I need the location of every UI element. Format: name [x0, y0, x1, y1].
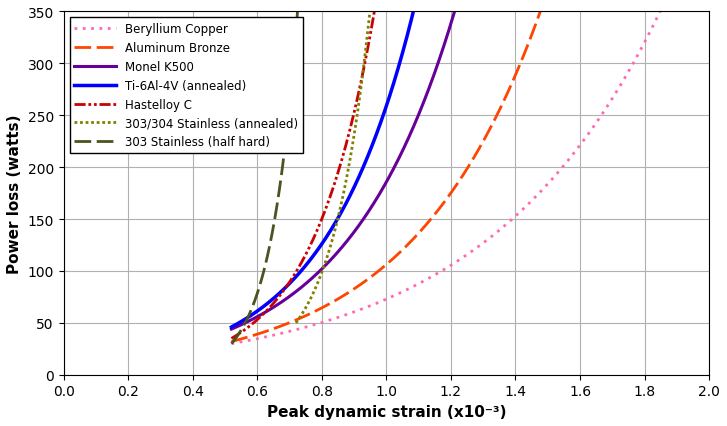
Monel K500: [227, 327, 236, 332]
Line: Aluminum Bronze: Aluminum Bronze: [231, 0, 596, 342]
303/304 Stainless (annealed): [292, 320, 300, 325]
Ti-6Al-4V (annealed): [227, 325, 236, 330]
Monel K500: [358, 217, 367, 222]
303 Stainless (half hard): [227, 341, 236, 346]
Hastelloy C: [227, 336, 236, 341]
Line: Ti-6Al-4V (annealed): Ti-6Al-4V (annealed): [231, 0, 522, 327]
Hastelloy C: [371, 3, 380, 8]
Line: Beryllium Copper: Beryllium Copper: [231, 0, 667, 344]
303/304 Stainless (annealed): [366, 0, 375, 3]
Beryllium Copper: [279, 331, 288, 336]
Beryllium Copper: [400, 289, 409, 294]
303/304 Stainless (annealed): [357, 86, 366, 91]
Monel K500: [267, 306, 276, 311]
Aluminum Bronze: [371, 271, 380, 276]
Aluminum Bronze: [492, 114, 501, 119]
303/304 Stainless (annealed): [325, 247, 334, 252]
Ti-6Al-4V (annealed): [410, 7, 419, 12]
Ti-6Al-4V (annealed): [342, 201, 351, 206]
Monel K500: [436, 54, 445, 59]
Hastelloy C: [302, 252, 310, 257]
Beryllium Copper: [227, 341, 236, 346]
Legend: Beryllium Copper, Aluminum Bronze, Monel K500, Ti-6Al-4V (annealed), Hastelloy C: Beryllium Copper, Aluminum Bronze, Monel…: [70, 18, 303, 154]
Aluminum Bronze: [271, 326, 280, 331]
Aluminum Bronze: [346, 289, 355, 294]
Ti-6Al-4V (annealed): [262, 302, 270, 307]
Line: Hastelloy C: Hastelloy C: [231, 0, 461, 339]
303/304 Stainless (annealed): [304, 300, 313, 305]
Beryllium Copper: [542, 184, 550, 189]
Y-axis label: Power loss (watts): Power loss (watts): [7, 114, 22, 273]
Hastelloy C: [254, 316, 263, 321]
Line: 303/304 Stainless (annealed): 303/304 Stainless (annealed): [296, 0, 399, 323]
Line: 303 Stainless (half hard): 303 Stainless (half hard): [231, 0, 341, 344]
303/304 Stainless (annealed): [366, 3, 375, 9]
Line: Monel K500: Monel K500: [231, 0, 564, 329]
Ti-6Al-4V (annealed): [322, 236, 331, 241]
303 Stainless (half hard): [240, 322, 249, 327]
Aluminum Bronze: [457, 176, 465, 181]
303 Stainless (half hard): [270, 216, 279, 221]
303 Stainless (half hard): [263, 255, 272, 260]
Beryllium Copper: [369, 302, 378, 307]
Aluminum Bronze: [490, 118, 499, 123]
Beryllium Copper: [544, 181, 553, 187]
Monel K500: [335, 248, 344, 253]
X-axis label: Peak dynamic strain (x10⁻³): Peak dynamic strain (x10⁻³): [267, 404, 506, 419]
Beryllium Copper: [501, 223, 510, 228]
Aluminum Bronze: [227, 339, 236, 344]
303/304 Stainless (annealed): [332, 220, 341, 225]
Hastelloy C: [318, 216, 326, 221]
